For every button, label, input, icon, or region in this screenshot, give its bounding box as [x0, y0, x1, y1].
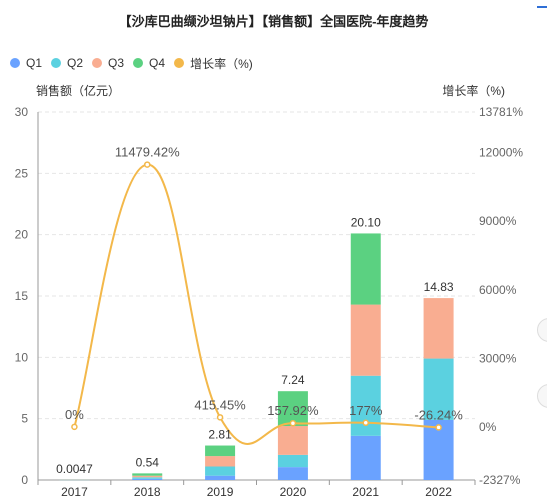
- legend-label-q3: Q3: [108, 56, 125, 70]
- y-right-axis-title: 增长率（%): [442, 83, 505, 98]
- growth-point-2020[interactable]: [289, 419, 297, 427]
- bar-segment-q3-2021[interactable]: [350, 304, 381, 376]
- grid-lines: [38, 111, 475, 420]
- data-labels: 0.0047 0.54 2.81 7.24 20.10 14.83 0% 11479.42% 4…: [56, 145, 463, 476]
- bar-segment-q3-2020[interactable]: [277, 426, 308, 455]
- legend-swatch-q1: [10, 58, 20, 68]
- legend-label-q2: Q2: [67, 56, 84, 70]
- bar-segment-q1-2020[interactable]: [277, 467, 308, 480]
- legend: Q1 Q2 Q3 Q4 增长率（%): [10, 55, 262, 71]
- legend-item-q3[interactable]: Q3: [92, 56, 124, 70]
- y-right-tick-label: 0%: [479, 420, 497, 434]
- bar-segment-q1-2019[interactable]: [205, 475, 236, 480]
- growth-label: 177%: [349, 403, 383, 418]
- y-left-tick-label: 5: [21, 412, 28, 426]
- growth-point-2019[interactable]: [216, 414, 224, 421]
- bar-segment-q4-2018[interactable]: [132, 473, 163, 476]
- y-right-tick-label: 6000%: [479, 283, 517, 297]
- bar-segment-q2-2020[interactable]: [277, 454, 308, 468]
- y-left-tick-label: 10: [15, 350, 29, 364]
- y-right-tick-label: 9000%: [479, 214, 517, 228]
- bar-segment-q4-2019[interactable]: [205, 445, 236, 457]
- legend-label-growth: 增长率（%): [190, 56, 253, 71]
- growth-label: 11479.42%: [115, 145, 180, 160]
- growth-point-2018[interactable]: [144, 161, 151, 168]
- x-tick-label: 2021: [352, 485, 379, 499]
- bar-total-label: 7.24: [281, 373, 305, 387]
- corner-toolbar-mark[interactable]: [537, 0, 547, 8]
- legend-swatch-growth: [174, 58, 185, 68]
- x-tick-label: 2018: [134, 485, 161, 499]
- y-left-tick-label: 0: [21, 473, 28, 487]
- growth-line: [71, 161, 442, 445]
- x-tick-label: 2022: [425, 485, 452, 499]
- y-right-tick-label: 3000%: [479, 351, 517, 365]
- y-left-tick-label: 15: [15, 289, 29, 303]
- growth-point-2017[interactable]: [71, 423, 78, 431]
- y-left-axis-title: 销售额（亿元）: [36, 83, 120, 98]
- chart-title: 【沙库巴曲缬沙坦钠片】【销售额】全国医院-年度趋势: [118, 14, 429, 29]
- y-left-tick-label: 20: [15, 228, 29, 242]
- y-left-tick-label: 25: [15, 166, 29, 180]
- bar-segment-q2-2022[interactable]: [423, 358, 454, 420]
- x-tick-label: 2019: [207, 485, 234, 499]
- legend-swatch-q3: [92, 58, 103, 68]
- bar-segment-q4-2021[interactable]: [350, 233, 381, 305]
- legend-label-q1: Q1: [26, 56, 43, 70]
- bar-segment-q3-2022[interactable]: [423, 298, 454, 359]
- y-right-tick-label: 13781%: [479, 105, 523, 119]
- growth-label: 415.45%: [194, 397, 246, 412]
- bar-total-label: 14.83: [424, 280, 454, 294]
- x-tick-label: 2020: [280, 485, 307, 499]
- bar-segment-q2-2019[interactable]: [205, 466, 236, 476]
- bar-segment-q1-2018[interactable]: [132, 478, 163, 480]
- bar-segment-q3-2019[interactable]: [205, 456, 236, 467]
- bar-segment-q1-2021[interactable]: [350, 435, 381, 480]
- legend-item-q4[interactable]: Q4: [133, 56, 165, 70]
- growth-line-path[interactable]: [73, 163, 439, 445]
- bars: [59, 233, 454, 481]
- growth-label: -26.24%: [414, 407, 463, 422]
- bar-total-label: 0.54: [136, 455, 160, 469]
- bar-total-label: 20.10: [351, 215, 381, 229]
- x-tick-label: 2017: [61, 485, 88, 499]
- bar-segment-q3-2018[interactable]: [132, 475, 163, 478]
- bar-total-label: 2.81: [208, 428, 232, 442]
- y-left-tick-label: 30: [15, 105, 29, 119]
- legend-item-q2[interactable]: Q2: [51, 56, 83, 70]
- legend-item-growth[interactable]: 增长率（%): [174, 55, 253, 72]
- axes: 0 5 10 15 20 25 30 -2327% 0% 3000% 6000% 9000% 12000…: [15, 83, 524, 499]
- growth-point-2021[interactable]: [362, 419, 369, 427]
- growth-point-2022[interactable]: [435, 424, 442, 431]
- bar-total-label: 0.0047: [56, 462, 93, 476]
- legend-item-q1[interactable]: Q1: [10, 56, 42, 70]
- legend-swatch-q2: [51, 58, 62, 68]
- y-right-tick-label: 12000%: [479, 146, 523, 160]
- bar-segment-q2-2018[interactable]: [132, 477, 163, 479]
- growth-label: 157.92%: [267, 403, 319, 418]
- y-right-tick-label: -2327%: [479, 473, 521, 487]
- legend-swatch-q4: [133, 58, 144, 68]
- growth-label: 0%: [65, 407, 84, 422]
- legend-label-q4: Q4: [149, 56, 166, 70]
